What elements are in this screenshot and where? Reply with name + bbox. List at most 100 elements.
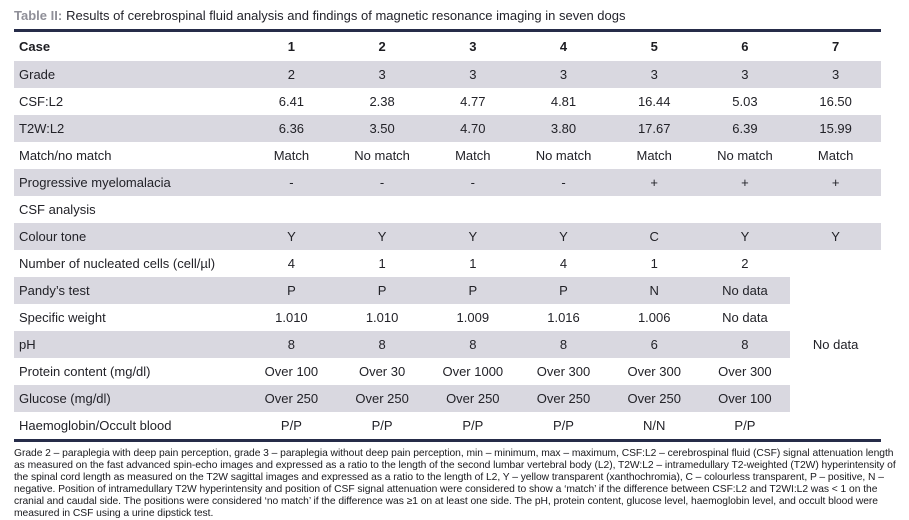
cell: Over 300 bbox=[536, 364, 591, 379]
cell: 4.77 bbox=[460, 94, 486, 109]
cell: 3 bbox=[336, 61, 428, 88]
cell: 6.41 bbox=[278, 94, 305, 109]
cell: Over 250 bbox=[246, 385, 337, 412]
cell: No match bbox=[717, 148, 773, 163]
cell: P/P bbox=[734, 418, 756, 433]
cell: P/P bbox=[371, 418, 393, 433]
cell: 3.50 bbox=[336, 115, 428, 142]
cell: No match bbox=[354, 148, 410, 163]
cell: No data bbox=[722, 310, 768, 325]
row-label: Progressive myelomalacia bbox=[14, 169, 247, 196]
cell: 1 bbox=[469, 256, 477, 271]
cell: C bbox=[608, 223, 700, 250]
cell: Y bbox=[427, 223, 519, 250]
table-row: Grade 2 3 3 3 3 3 3 bbox=[14, 61, 881, 88]
cell: P bbox=[336, 277, 428, 304]
cell: 1.009 bbox=[456, 310, 490, 325]
cell: 8 bbox=[518, 331, 609, 358]
table-row: pH 8 8 8 8 6 8 bbox=[14, 331, 881, 358]
cell: P/P bbox=[280, 418, 302, 433]
cell: 15.99 bbox=[790, 115, 881, 142]
cell: Over 30 bbox=[358, 364, 406, 379]
cell: Match bbox=[455, 148, 491, 163]
cell: P bbox=[518, 277, 609, 304]
cell: 3 bbox=[699, 61, 791, 88]
cell: N bbox=[608, 277, 700, 304]
row-label: Glucose (mg/dl) bbox=[14, 385, 247, 412]
table-body: Grade 2 3 3 3 3 3 3 CSF:L2 6.41 2.38 4.77 4.81 16.44 5… bbox=[14, 61, 881, 441]
row-label: Match/no match bbox=[19, 148, 112, 163]
cell: - bbox=[336, 169, 428, 196]
cell: 4.70 bbox=[427, 115, 519, 142]
table-row: Number of nucleated cells (cell/µl) 4 1 1 4 1… bbox=[14, 250, 881, 441]
results-table: Case 1 2 3 4 5 6 7 Grade 2 3 3 3 3 3 3 CSF:L2 6.41 2.38 4.… bbox=[14, 29, 881, 442]
table-row: Progressive myelomalacia - - - - + + + bbox=[14, 169, 881, 196]
cell: 3 bbox=[518, 61, 609, 88]
cell: 2 bbox=[246, 61, 337, 88]
row-label: CSF analysis bbox=[19, 202, 96, 217]
row-label: pH bbox=[14, 331, 247, 358]
row-label: Number of nucleated cells (cell/µl) bbox=[19, 256, 216, 271]
row-label: CSF:L2 bbox=[19, 94, 64, 109]
row-label: Colour tone bbox=[14, 223, 247, 250]
cell: 1 bbox=[650, 256, 658, 271]
cell: No data bbox=[699, 277, 791, 304]
cell: 2.38 bbox=[369, 94, 395, 109]
cell: 8 bbox=[427, 331, 519, 358]
row-label: T2W:L2 bbox=[14, 115, 247, 142]
cell: Y bbox=[518, 223, 609, 250]
cell: 1.006 bbox=[637, 310, 671, 325]
cell: + bbox=[699, 169, 791, 196]
cell: 1.016 bbox=[547, 310, 580, 325]
cell: 6.39 bbox=[699, 115, 791, 142]
cell: 8 bbox=[246, 331, 337, 358]
cell: Over 250 bbox=[336, 385, 428, 412]
row-label: Specific weight bbox=[19, 310, 106, 325]
cell: P/P bbox=[553, 418, 574, 433]
column-header-6: 6 bbox=[741, 39, 749, 54]
cell: Y bbox=[336, 223, 428, 250]
cell: P bbox=[246, 277, 337, 304]
table-row: CSF analysis bbox=[14, 196, 881, 223]
row-label: Haemoglobin/Occult blood bbox=[19, 418, 172, 433]
cell: Match bbox=[636, 148, 672, 163]
cell: 1.010 bbox=[275, 310, 308, 325]
cell: 16.50 bbox=[819, 94, 852, 109]
merged-no-data-cell: No data bbox=[790, 250, 881, 441]
column-header-1: 1 bbox=[287, 39, 296, 54]
row-label: Pandy’s test bbox=[14, 277, 247, 304]
table-row: Haemoglobin/Occult blood P/P P/P P/P P/P N/N P… bbox=[14, 412, 881, 441]
column-header-3: 3 bbox=[469, 39, 477, 54]
cell: 3.80 bbox=[518, 115, 609, 142]
table-row: CSF:L2 6.41 2.38 4.77 4.81 16.44 5.03 16.50 bbox=[14, 88, 881, 115]
table-row: Glucose (mg/dl) Over 250 Over 250 Over 250 O… bbox=[14, 385, 881, 412]
cell: N/N bbox=[643, 418, 666, 433]
cell: No match bbox=[535, 148, 592, 163]
cell: 1 bbox=[378, 256, 386, 271]
cell: Over 300 bbox=[627, 364, 681, 379]
cell: 3 bbox=[608, 61, 700, 88]
cell: Match bbox=[273, 148, 310, 163]
cell: 1.010 bbox=[365, 310, 399, 325]
cell: Y bbox=[699, 223, 791, 250]
row-label: Grade bbox=[14, 61, 247, 88]
cell: 2 bbox=[741, 256, 749, 271]
cell: + bbox=[608, 169, 700, 196]
cell: P bbox=[427, 277, 519, 304]
cell: 16.44 bbox=[637, 94, 671, 109]
cell: Over 250 bbox=[427, 385, 519, 412]
table-row: Specific weight 1.010 1.010 1.009 1.016 1.006… bbox=[14, 304, 881, 331]
header-row: Case 1 2 3 4 5 6 7 bbox=[14, 31, 881, 62]
cell: + bbox=[790, 169, 881, 196]
cell: P/P bbox=[462, 418, 484, 433]
cell: 3 bbox=[427, 61, 519, 88]
column-header-4: 4 bbox=[559, 39, 568, 54]
cell: 6.36 bbox=[246, 115, 337, 142]
cell: - bbox=[427, 169, 519, 196]
table-row: Protein content (mg/dl) Over 100 Over 30 Ov… bbox=[14, 358, 881, 385]
table-title-text: Results of cerebrospinal fluid analysis … bbox=[66, 8, 626, 23]
cell: 8 bbox=[336, 331, 428, 358]
table-row: Pandy’s test P P P P N No data bbox=[14, 277, 881, 304]
table-head: Case 1 2 3 4 5 6 7 bbox=[14, 31, 881, 62]
